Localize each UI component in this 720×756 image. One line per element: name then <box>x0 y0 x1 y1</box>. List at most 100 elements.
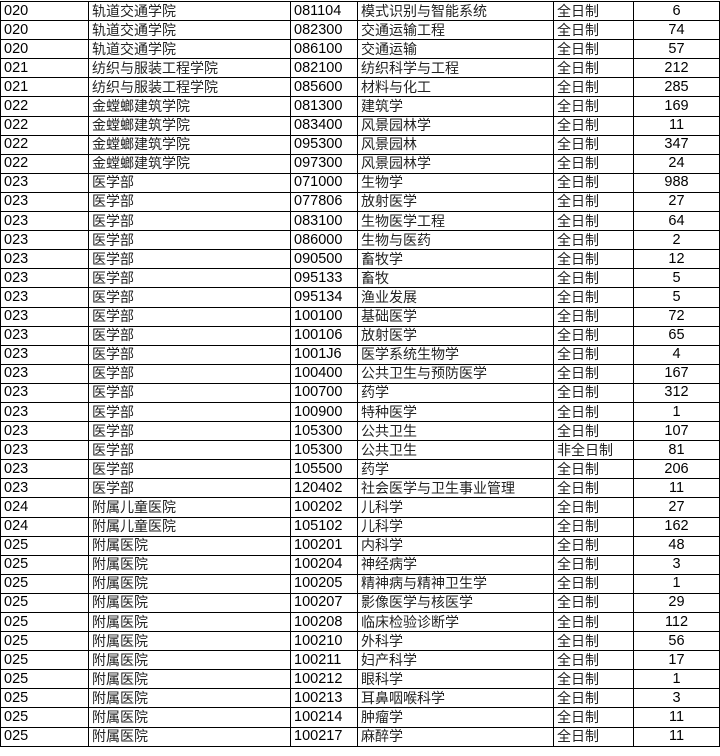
college-code-cell: 023 <box>0 230 89 251</box>
college-name-cell: 金螳螂建筑学院 <box>88 134 291 155</box>
quota-cell: 56 <box>633 631 720 652</box>
college-code-cell: 023 <box>0 191 89 213</box>
study-mode-cell: 全日制 <box>553 344 634 365</box>
table-row: 023 医学部 095133 畜牧 全日制 5 <box>0 268 720 289</box>
college-name-cell: 金螳螂建筑学院 <box>88 153 291 174</box>
table-row: 023 医学部 090500 畜牧学 全日制 12 <box>0 249 720 270</box>
study-mode-cell: 全日制 <box>553 497 634 518</box>
study-mode-cell: 全日制 <box>553 631 634 652</box>
table-row: 025 附属医院 100208 临床检验诊断学 全日制 112 <box>0 611 720 633</box>
major-code-cell: 100205 <box>290 573 358 594</box>
college-code-cell: 022 <box>0 96 89 117</box>
major-name-cell: 眼科学 <box>357 669 554 690</box>
college-name-cell: 附属医院 <box>88 554 291 575</box>
college-code-cell: 025 <box>0 592 89 614</box>
major-name-cell: 生物医学工程 <box>357 211 554 232</box>
study-mode-cell: 全日制 <box>553 287 634 308</box>
table-row: 023 医学部 100700 药学 全日制 312 <box>0 382 720 403</box>
major-code-cell: 105300 <box>290 421 358 442</box>
quota-cell: 11 <box>633 726 720 747</box>
table-row: 024 附属儿童医院 100202 儿科学 全日制 27 <box>0 497 720 518</box>
study-mode-cell: 全日制 <box>553 77 634 98</box>
major-name-cell: 放射医学 <box>357 191 554 213</box>
table-row: 023 医学部 105500 药学 全日制 206 <box>0 459 720 480</box>
quota-cell: 11 <box>633 707 720 728</box>
study-mode-cell: 全日制 <box>553 58 634 79</box>
college-code-cell: 025 <box>0 631 89 652</box>
quota-cell: 65 <box>633 325 720 346</box>
major-code-cell: 081104 <box>290 0 358 22</box>
college-name-cell: 附属医院 <box>88 726 291 747</box>
college-code-cell: 020 <box>0 39 89 60</box>
major-code-cell: 086000 <box>290 230 358 251</box>
college-name-cell: 医学部 <box>88 401 291 423</box>
major-name-cell: 渔业发展 <box>357 287 554 308</box>
quota-cell: 206 <box>633 459 720 480</box>
major-name-cell: 纺织科学与工程 <box>357 58 554 79</box>
college-code-cell: 023 <box>0 211 89 232</box>
college-name-cell: 医学部 <box>88 421 291 442</box>
college-name-cell: 金螳螂建筑学院 <box>88 115 291 136</box>
study-mode-cell: 全日制 <box>553 325 634 346</box>
major-code-cell: 071000 <box>290 172 358 193</box>
college-code-cell: 023 <box>0 363 89 384</box>
study-mode-cell: 全日制 <box>553 115 634 136</box>
study-mode-cell: 全日制 <box>553 401 634 423</box>
quota-cell: 3 <box>633 688 720 709</box>
quota-cell: 11 <box>633 478 720 499</box>
major-code-cell: 1001J6 <box>290 344 358 365</box>
major-code-cell: 105102 <box>290 516 358 537</box>
major-code-cell: 100202 <box>290 497 358 518</box>
study-mode-cell: 全日制 <box>553 535 634 556</box>
major-code-cell: 095134 <box>290 287 358 308</box>
college-name-cell: 附属儿童医院 <box>88 497 291 518</box>
table-row: 025 附属医院 100207 影像医学与核医学 全日制 29 <box>0 592 720 614</box>
quota-cell: 17 <box>633 650 720 671</box>
table-row: 025 附属医院 100213 耳鼻咽喉科学 全日制 3 <box>0 688 720 709</box>
table-row: 022 金螳螂建筑学院 081300 建筑学 全日制 169 <box>0 96 720 117</box>
study-mode-cell: 全日制 <box>553 554 634 575</box>
college-code-cell: 021 <box>0 58 89 79</box>
study-mode-cell: 全日制 <box>553 688 634 709</box>
quota-cell: 988 <box>633 172 720 193</box>
college-name-cell: 附属医院 <box>88 688 291 709</box>
table-row: 025 附属医院 100210 外科学 全日制 56 <box>0 631 720 652</box>
major-code-cell: 100213 <box>290 688 358 709</box>
major-name-cell: 特种医学 <box>357 401 554 423</box>
study-mode-cell: 非全日制 <box>553 440 634 461</box>
college-code-cell: 023 <box>0 421 89 442</box>
college-code-cell: 025 <box>0 726 89 747</box>
major-code-cell: 100208 <box>290 611 358 633</box>
table-row: 025 附属医院 100217 麻醉学 全日制 11 <box>0 726 720 747</box>
college-code-cell: 020 <box>0 0 89 22</box>
college-name-cell: 医学部 <box>88 363 291 384</box>
quota-cell: 1 <box>633 669 720 690</box>
quota-cell: 6 <box>633 0 720 22</box>
major-code-cell: 083100 <box>290 211 358 232</box>
major-name-cell: 风景园林学 <box>357 115 554 136</box>
college-code-cell: 025 <box>0 688 89 709</box>
major-name-cell: 畜牧 <box>357 268 554 289</box>
college-name-cell: 医学部 <box>88 268 291 289</box>
college-code-cell: 022 <box>0 134 89 155</box>
table-row: 022 金螳螂建筑学院 097300 风景园林学 全日制 24 <box>0 153 720 174</box>
quota-cell: 167 <box>633 363 720 384</box>
major-code-cell: 100207 <box>290 592 358 614</box>
table-row: 023 医学部 100400 公共卫生与预防医学 全日制 167 <box>0 363 720 384</box>
study-mode-cell: 全日制 <box>553 96 634 117</box>
study-mode-cell: 全日制 <box>553 382 634 403</box>
college-name-cell: 纺织与服装工程学院 <box>88 77 291 98</box>
major-name-cell: 妇产科学 <box>357 650 554 671</box>
college-code-cell: 023 <box>0 382 89 403</box>
major-name-cell: 公共卫生 <box>357 440 554 461</box>
college-name-cell: 附属医院 <box>88 707 291 728</box>
study-mode-cell: 全日制 <box>553 650 634 671</box>
major-code-cell: 100700 <box>290 382 358 403</box>
college-code-cell: 023 <box>0 440 89 461</box>
major-code-cell: 081300 <box>290 96 358 117</box>
table-row: 025 附属医院 100204 神经病学 全日制 3 <box>0 554 720 575</box>
table-row: 023 医学部 105300 公共卫生 全日制 107 <box>0 421 720 442</box>
major-code-cell: 100211 <box>290 650 358 671</box>
major-code-cell: 100214 <box>290 707 358 728</box>
study-mode-cell: 全日制 <box>553 153 634 174</box>
